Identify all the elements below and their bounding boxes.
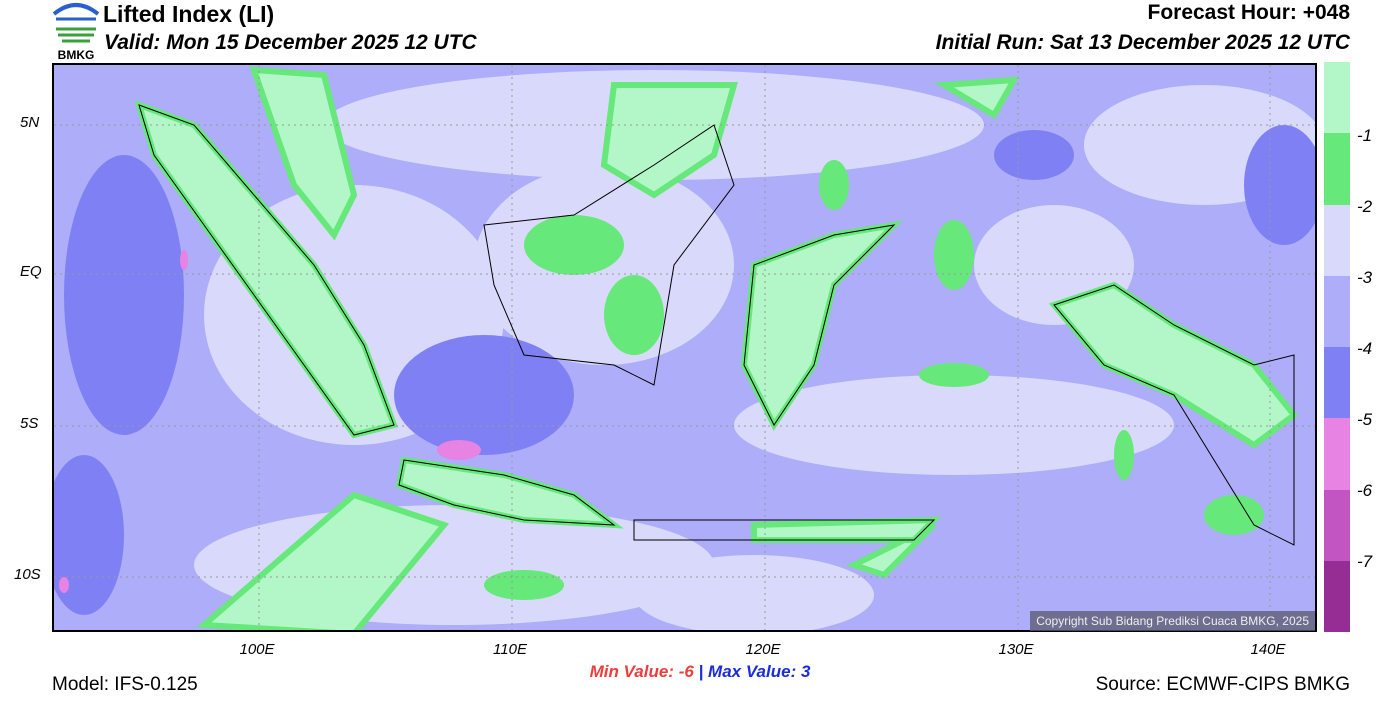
colorbar-label: -6 [1357, 481, 1373, 500]
lon-label-130e: 130E [998, 641, 1034, 658]
colorbar-label: -7 [1357, 552, 1373, 571]
colorbar-swatch [1324, 62, 1350, 134]
lon-label-110e: 110E [493, 641, 527, 658]
source-label: Source: ECMWF-CIPS BMKG [1095, 674, 1350, 695]
colorbar-swatch [1324, 204, 1350, 276]
forecast-hour: Forecast Hour: +048 [1147, 1, 1351, 24]
min-label: Min Value: [589, 662, 674, 681]
colorbar-swatch [1324, 418, 1350, 490]
colorbar-swatch [1324, 275, 1350, 347]
min-max-values: Min Value: -6 | Max Value: 3 [0, 662, 1400, 682]
lat-label-10s: 10S [14, 566, 41, 583]
lifted-index-map [52, 63, 1317, 632]
colorbar [1324, 62, 1350, 632]
colorbar-label: -2 [1357, 197, 1373, 216]
chart-title: Lifted Index (LI) [103, 1, 275, 27]
lat-label-5n: 5N [20, 114, 40, 131]
lon-label-100e: 100E [239, 641, 275, 658]
lat-label-eq: EQ [20, 263, 42, 280]
separator: | [698, 662, 704, 681]
colorbar-swatch [1324, 133, 1350, 205]
lat-label-5s: 5S [20, 415, 39, 432]
valid-time: Valid: Mon 15 December 2025 12 UTC [104, 31, 477, 54]
colorbar-swatch [1324, 489, 1350, 561]
colorbar-label: -4 [1357, 339, 1373, 358]
colorbar-swatch [1324, 347, 1350, 419]
colorbar-label: -5 [1357, 410, 1373, 429]
max-value: 3 [800, 662, 811, 681]
colorbar-label: -3 [1357, 268, 1373, 287]
colorbar-swatch [1324, 560, 1350, 632]
lon-label-120e: 120E [745, 641, 781, 658]
lon-label-140e: 140E [1250, 641, 1286, 658]
bmkg-logo: BMKG [50, 0, 102, 62]
model-label: Model: IFS-0.125 [52, 674, 198, 695]
initial-run: Initial Run: Sat 13 December 2025 12 UTC [935, 31, 1350, 54]
min-value: -6 [678, 662, 694, 681]
svg-text:BMKG: BMKG [58, 48, 95, 62]
colorbar-label: -1 [1357, 126, 1373, 145]
max-label: Max Value: [708, 662, 797, 681]
copyright-notice: Copyright Sub Bidang Prediksi Cuaca BMKG… [1030, 611, 1315, 631]
